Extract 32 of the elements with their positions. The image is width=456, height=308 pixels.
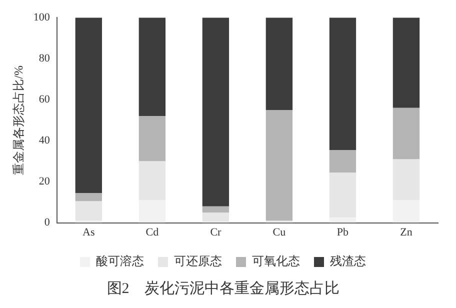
bar <box>392 108 420 160</box>
y-axis-title: 重金属各形态占比/% <box>11 66 26 175</box>
y-tick-label: 20 <box>38 176 50 188</box>
y-tick-label: 100 <box>33 11 50 24</box>
y-tick-label: 80 <box>38 52 50 65</box>
bar <box>392 18 420 108</box>
legend-label: 可氧化态 <box>252 254 300 268</box>
bar <box>75 18 102 194</box>
bar <box>75 193 102 202</box>
bar <box>202 212 230 222</box>
x-tick-label: Pb <box>336 226 350 238</box>
bar <box>329 18 356 150</box>
y-tick-label: 40 <box>38 134 50 147</box>
bar <box>266 18 293 110</box>
x-tick-label: Cd <box>146 226 160 238</box>
bar <box>75 201 102 221</box>
legend-label: 可还原态 <box>174 254 222 268</box>
y-tick-label: 60 <box>38 94 50 106</box>
bar <box>202 206 230 213</box>
text: 图2 炭化污泥中各重金属形态占比 <box>106 280 340 297</box>
x-tick-label: Cu <box>272 226 286 238</box>
legend-label: 残渣态 <box>330 254 366 268</box>
bar <box>138 116 166 162</box>
bar <box>266 110 293 221</box>
y-tick-label: 0 <box>44 216 50 229</box>
bar <box>138 18 166 116</box>
legend-label: 酸可溶态 <box>96 254 144 268</box>
x-tick-label: Zn <box>400 226 413 238</box>
bar <box>329 150 356 173</box>
x-tick-label: As <box>82 226 95 238</box>
bar <box>202 18 230 206</box>
x-tick-label: Cr <box>210 226 222 238</box>
